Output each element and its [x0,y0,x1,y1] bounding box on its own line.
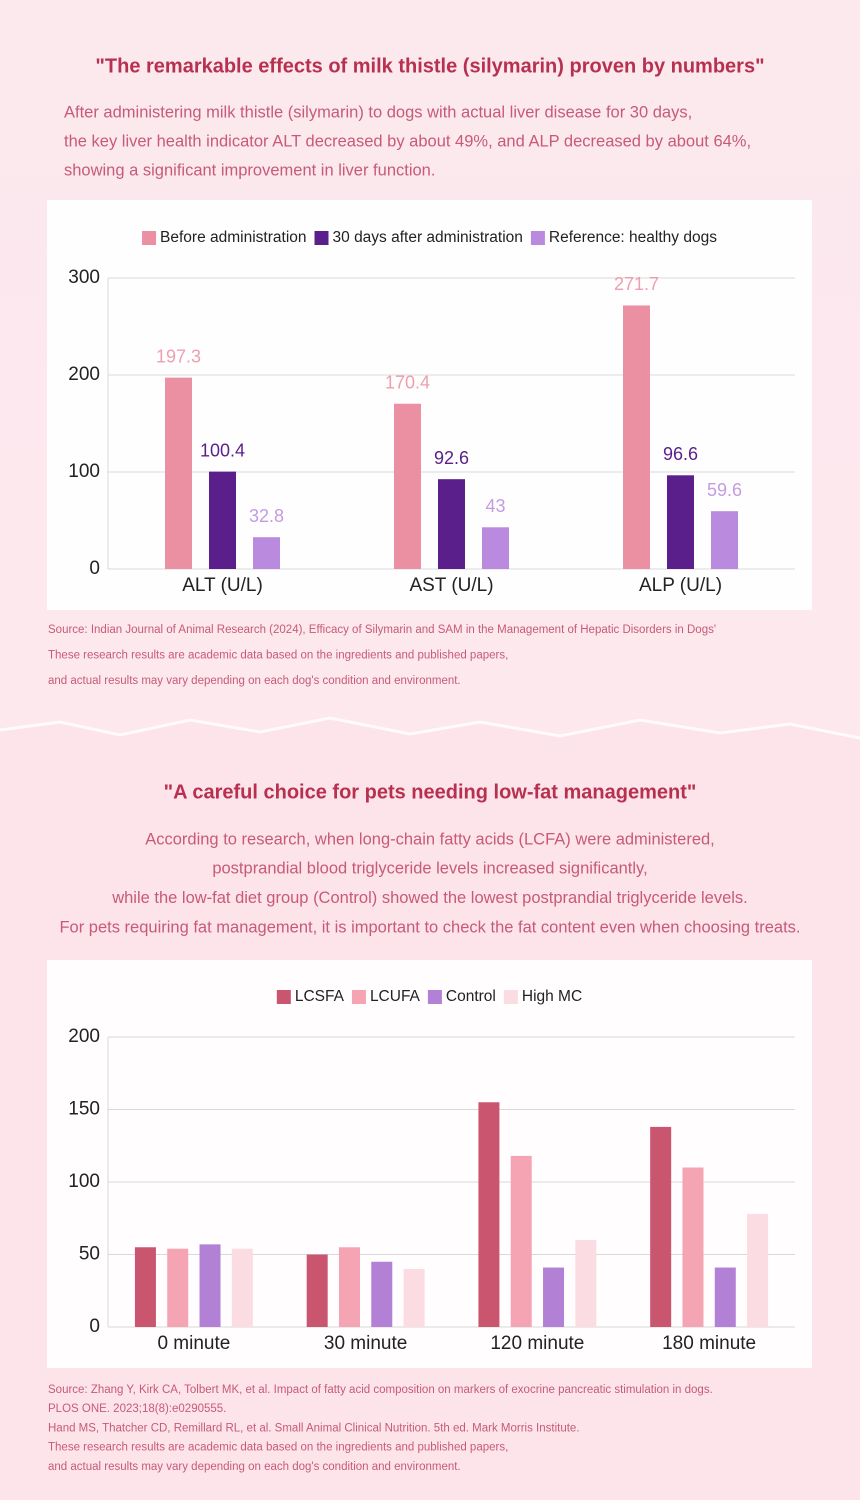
y-tick-label: 200 [68,1026,100,1047]
y-tick-label: 50 [79,1244,100,1265]
x-tick-label: 30 minute [324,1333,407,1354]
section-text: the key liver health indicator ALT decre… [64,132,751,150]
value-label: 100.4 [200,440,245,460]
bar [714,1267,736,1327]
y-tick-label: 100 [68,461,100,482]
source-note: Hand MS, Thatcher CD, Remillard RL, et a… [48,1422,580,1434]
legend-label: High MC [522,988,582,1005]
source-note: Source: Zhang Y, Kirk CA, Tolbert MK, et… [48,1384,713,1396]
value-label: 32.8 [249,506,284,526]
legend-label: LCUFA [370,988,421,1005]
bar [482,527,509,569]
source-note: Source: Indian Journal of Animal Researc… [48,624,716,636]
bar [253,537,280,569]
bar [575,1240,597,1327]
bar [403,1269,425,1327]
bar [438,479,465,569]
value-label: 43 [485,496,505,516]
section-title: "The remarkable effects of milk thistle … [95,55,764,77]
source-note: and actual results may vary depending on… [48,1461,461,1473]
source-note: PLOS ONE. 2023;18(8):e0290555. [48,1403,226,1415]
bar [747,1213,769,1327]
bar [134,1247,156,1327]
legend-swatch [351,990,366,1004]
legend-label: 30 days after administration [333,229,523,246]
legend-swatch [142,231,157,245]
legend-swatch [530,231,545,245]
x-tick-label: 120 minute [490,1333,584,1354]
bar [667,475,694,569]
bar [199,1244,221,1327]
value-label: 271.7 [614,274,659,294]
bar [371,1261,393,1327]
value-label: 197.3 [156,346,201,366]
bar [209,471,236,569]
legend-label: Reference: healthy dogs [549,229,717,246]
legend-swatch [503,990,518,1004]
legend-swatch [276,990,291,1004]
section-text: showing a significant improvement in liv… [64,161,435,179]
bar [543,1267,565,1327]
y-tick-label: 150 [68,1099,100,1120]
legend-label: LCSFA [295,988,345,1005]
y-tick-label: 0 [89,1316,100,1337]
bar [394,403,421,569]
source-note: These research results are academic data… [48,650,508,662]
bar [165,377,192,569]
section-text: postprandial blood triglyceride levels i… [212,860,647,878]
torn-edge [0,716,860,740]
bar [682,1167,704,1327]
y-tick-label: 300 [68,267,100,288]
source-note: These research results are academic data… [48,1442,508,1454]
bar [510,1155,532,1327]
source-note: and actual results may vary depending on… [48,675,461,687]
bar [623,305,650,569]
legend-swatch [427,990,442,1004]
legend-swatch [314,231,329,245]
value-label: 92.6 [434,448,469,468]
legend-label: Control [446,988,496,1005]
chart-panel [47,200,812,610]
y-tick-label: 200 [68,364,100,385]
section-text: After administering milk thistle (silyma… [64,103,692,121]
section-text: while the low-fat diet group (Control) s… [111,889,748,907]
bar [478,1102,500,1327]
value-label: 96.6 [663,444,698,464]
section-title: "A careful choice for pets needing low-f… [164,781,697,803]
y-tick-label: 100 [68,1171,100,1192]
legend-label: Before administration [160,229,306,246]
x-tick-label: 180 minute [662,1333,756,1354]
x-tick-label: 0 minute [157,1333,230,1354]
value-label: 59.6 [707,480,742,500]
x-tick-label: AST (U/L) [409,575,493,596]
bar [306,1254,328,1327]
bar [167,1248,189,1327]
section-text: For pets requiring fat management, it is… [59,918,800,936]
section-text: According to research, when long-chain f… [145,830,715,848]
x-tick-label: ALP (U/L) [639,575,722,596]
bar [231,1248,253,1327]
value-label: 170.4 [385,372,430,392]
x-tick-label: ALT (U/L) [182,575,263,596]
bar [338,1247,360,1327]
bar [711,511,738,569]
y-tick-label: 0 [89,558,100,579]
bar [650,1126,672,1327]
